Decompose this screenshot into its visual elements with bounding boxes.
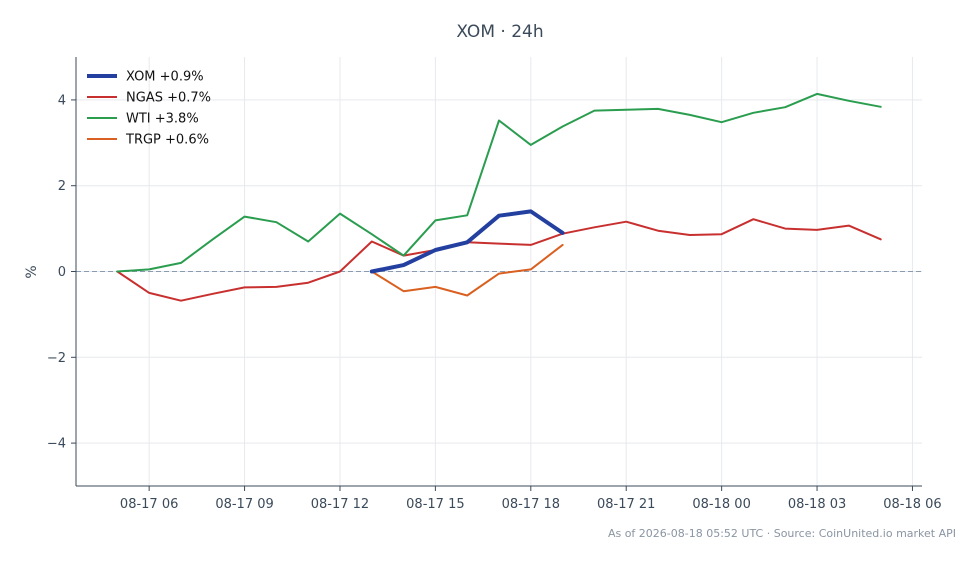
series-lines (116, 92, 882, 302)
y-axis-ticks: −4 −2 0 2 4 (47, 93, 76, 452)
source-footer: As of 2026-08-18 05:52 UTC · Source: Coi… (608, 527, 956, 540)
y-tick-label: 4 (58, 93, 66, 108)
x-axis-ticks: 08-17 06 08-17 09 08-17 12 08-17 15 08-17 18… (120, 486, 942, 512)
legend-label-0: XOM +0.9% (126, 70, 204, 85)
y-tick-label: −4 (47, 437, 66, 452)
legend-label-1: NGAS +0.7% (126, 91, 211, 106)
series-line-2 (116, 92, 882, 273)
legend-label-2: WTI +3.8% (126, 112, 199, 127)
y-axis-label: % (24, 265, 40, 278)
x-tick-label: 08-18 06 (883, 497, 941, 512)
x-tick-label: 08-17 15 (406, 497, 464, 512)
y-tick-label: 0 (58, 265, 66, 280)
x-tick-label: 08-18 00 (692, 497, 750, 512)
legend: XOM +0.9% NGAS +0.7% WTI +3.8% TRGP +0.6% (87, 70, 211, 148)
series-line-1 (116, 218, 882, 302)
y-tick-label: 2 (58, 179, 66, 194)
x-tick-label: 08-17 06 (120, 497, 178, 512)
chart-title: XOM · 24h (456, 22, 543, 42)
x-tick-label: 08-17 18 (502, 497, 560, 512)
x-tick-label: 08-17 09 (215, 497, 273, 512)
x-tick-label: 08-17 21 (597, 497, 655, 512)
x-tick-label: 08-18 03 (788, 497, 846, 512)
legend-label-3: TRGP +0.6% (125, 133, 209, 148)
y-tick-label: −2 (47, 351, 66, 366)
x-tick-label: 08-17 12 (311, 497, 369, 512)
series-line-0 (369, 209, 565, 274)
series-line-3 (370, 243, 564, 297)
